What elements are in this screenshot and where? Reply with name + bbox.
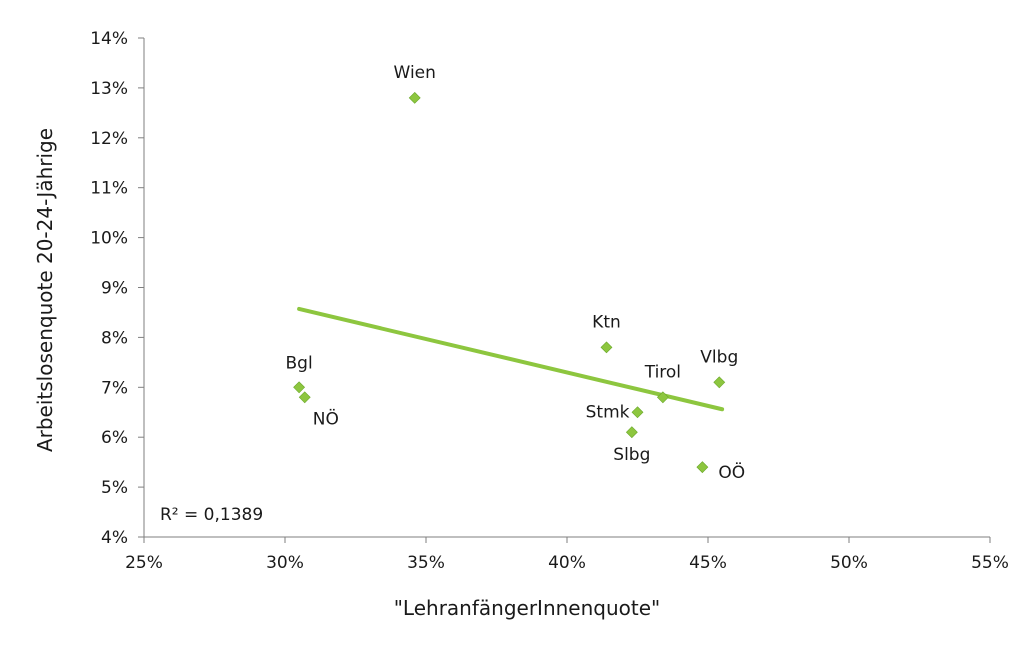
data-point-slbg [625,426,638,439]
axes [143,38,990,538]
x-axis-title: "LehranfängerInnenquote" [394,596,661,620]
point-labels: Wien Bgl NÖ Ktn Tirol Vlbg Stmk Slbg OÖ [286,63,746,483]
point-label-bgl: Bgl [286,353,313,373]
point-label-ktn: Ktn [592,312,621,332]
point-label-vlbg: Vlbg [700,347,738,367]
data-point-oö [696,461,709,474]
point-label-tirol: Tirol [644,362,681,382]
y-tick-label: 5% [101,478,128,498]
y-tick-label: 14% [90,29,128,49]
data-point-ktn [600,341,613,354]
data-points [293,91,726,474]
point-label-slbg: Slbg [613,445,650,465]
y-tick-label: 10% [90,229,128,249]
trendline-group [297,306,725,412]
point-label-nö: NÖ [313,407,339,429]
y-tick-label: 7% [101,378,128,398]
y-tick-label: 11% [90,179,128,199]
y-tick-label: 4% [101,528,128,548]
x-tick-label: 45% [689,553,727,573]
data-point-vlbg [713,376,726,389]
y-tick-label: 13% [90,79,128,99]
trendline [297,306,725,412]
data-point-tirol [656,391,669,404]
y-axis-ticks: 4% 5% 6% 7% 8% 9% 10% 11% 12% 13% 14% [90,29,144,548]
x-tick-label: 55% [971,553,1009,573]
x-tick-label: 25% [125,553,163,573]
y-tick-label: 8% [101,328,128,348]
point-label-stmk: Stmk [586,402,630,422]
x-axis-ticks: 25% 30% 35% 40% 45% 50% 55% [125,537,1009,573]
data-point-bgl [293,381,306,394]
data-point-nö [298,391,311,404]
x-tick-label: 30% [266,553,304,573]
y-tick-label: 9% [101,279,128,299]
r-squared-label: R² = 0,1389 [160,505,263,525]
x-tick-label: 50% [830,553,868,573]
point-label-wien: Wien [394,63,436,83]
point-label-oö: OÖ [718,461,745,483]
data-point-stmk [631,406,644,419]
y-tick-label: 6% [101,428,128,448]
data-point-wien [408,91,421,104]
y-tick-label: 12% [90,129,128,149]
y-axis-title: Arbeitslosenquote 20-24-Jährige [33,128,57,452]
x-tick-label: 35% [407,553,445,573]
x-tick-label: 40% [548,553,586,573]
